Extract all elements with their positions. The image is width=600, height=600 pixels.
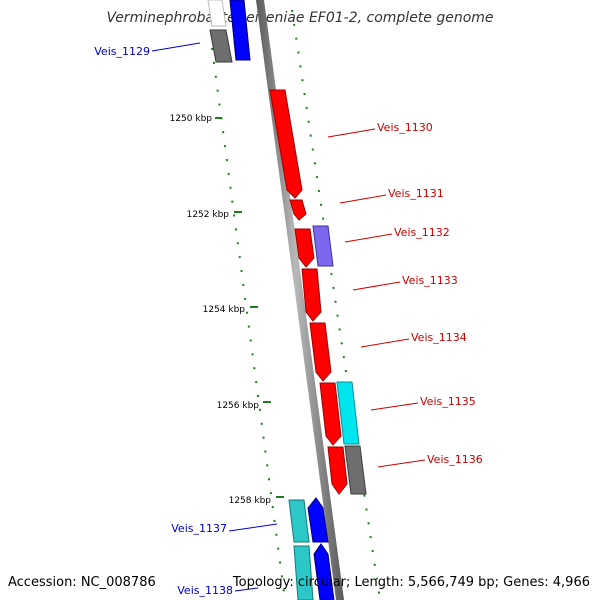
gene-label-group[interactable]: Veis_1132 (344, 226, 450, 243)
gene-label-veis-1132[interactable]: Veis_1132 (394, 226, 450, 239)
cds-veis-1131 (289, 199, 307, 221)
outer-dotted-track (291, 9, 381, 600)
cds-veis-1130 (269, 89, 303, 199)
gene-label-veis-1136[interactable]: Veis_1136 (427, 453, 483, 466)
gene-label-veis-1130[interactable]: Veis_1130 (377, 121, 433, 134)
gene-label-veis-1129[interactable]: Veis_1129 (94, 45, 150, 58)
gene-label-veis-1135[interactable]: Veis_1135 (420, 395, 476, 408)
scale-tick: 1252 kbp (187, 210, 242, 220)
gene-label-group[interactable]: Veis_1135 (370, 395, 476, 411)
scale-ticks: 1250 kbp 1252 kbp 1254 kbp 1256 kbp 1258… (170, 114, 284, 506)
cds-veis-1133 (301, 268, 322, 322)
gene-label-veis-1131[interactable]: Veis_1131 (388, 187, 444, 200)
feature-blue-top (229, 0, 251, 61)
cds-veis-1134 (309, 322, 332, 382)
topology-text: Topology: circular; Length: 5,566,749 bp… (232, 575, 590, 590)
genome-backbone (256, 0, 344, 600)
gene-label-veis-1134[interactable]: Veis_1134 (411, 331, 467, 344)
scale-tick: 1258 kbp (229, 496, 284, 506)
accession-text: Accession: NC_008786 (8, 575, 156, 590)
gene-label-veis-1133[interactable]: Veis_1133 (402, 274, 458, 287)
gene-label-group[interactable]: Veis_1131 (339, 187, 444, 204)
feature-blue-bottom (307, 497, 335, 600)
tick-label: 1258 kbp (229, 496, 272, 506)
feature-grey-right (344, 445, 367, 495)
scale-tick: 1250 kbp (170, 114, 222, 124)
tick-label: 1250 kbp (170, 114, 213, 124)
gene-label-veis-1138[interactable]: Veis_1138 (177, 584, 233, 597)
scale-tick: 1254 kbp (203, 305, 258, 315)
gene-label-group[interactable]: Veis_1129 (94, 42, 201, 58)
feature-grey-top (207, 0, 233, 63)
tick-label: 1254 kbp (203, 305, 246, 315)
gene-label-group[interactable]: Veis_1136 (377, 453, 483, 468)
feature-teal-bottom (288, 499, 314, 600)
gene-label-group[interactable]: Veis_1137 (171, 522, 278, 535)
feature-purple (312, 225, 334, 267)
cds-veis-1132 (294, 228, 315, 268)
tick-label: 1256 kbp (217, 401, 260, 411)
tick-label: 1252 kbp (187, 210, 230, 220)
cds-veis-1136 (327, 446, 348, 495)
gene-label-group[interactable]: Veis_1133 (352, 274, 458, 291)
gene-label-veis-1137[interactable]: Veis_1137 (171, 522, 227, 535)
scale-tick: 1256 kbp (217, 401, 271, 411)
gene-label-group[interactable]: Veis_1134 (360, 331, 467, 348)
gene-label-group[interactable]: Veis_1130 (327, 121, 433, 138)
feature-cyan-right (336, 381, 360, 445)
gene-label-group[interactable]: Veis_1138 (177, 584, 259, 597)
map-title: Verminephrobacter eiseniae EF01-2, compl… (106, 10, 493, 26)
cds-veis-1135 (319, 382, 342, 446)
